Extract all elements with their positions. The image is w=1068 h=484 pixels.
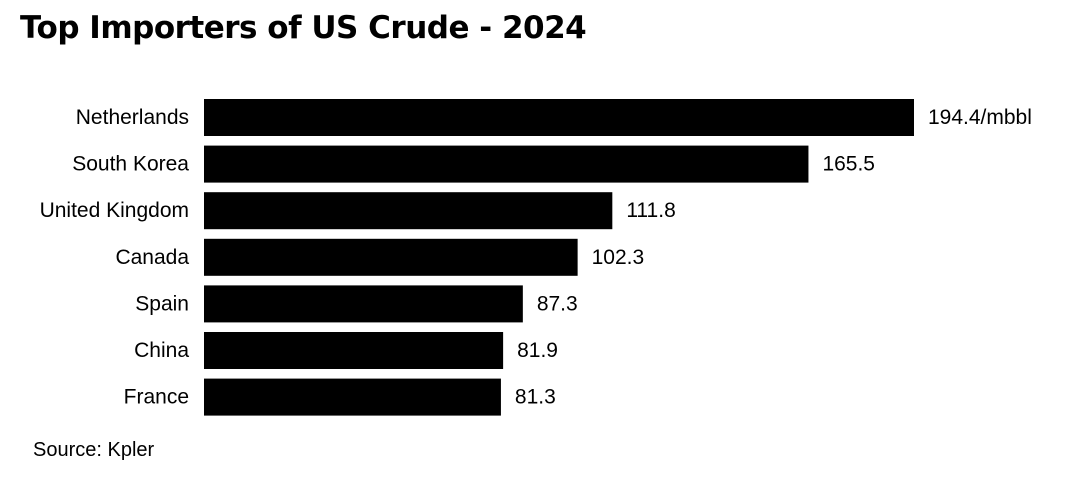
bar-netherlands bbox=[204, 99, 914, 136]
category-label-south-korea: South Korea bbox=[72, 153, 189, 176]
bars-group bbox=[204, 99, 914, 416]
value-label-china: 81.9 bbox=[517, 339, 558, 362]
value-label-netherlands: 194.4/mbbl bbox=[928, 106, 1032, 129]
value-label-france: 81.3 bbox=[515, 386, 556, 409]
value-label-south-korea: 165.5 bbox=[822, 153, 875, 176]
bar-united-kingdom bbox=[204, 192, 613, 230]
bar-france bbox=[204, 378, 501, 416]
bar-canada bbox=[204, 238, 578, 276]
value-label-united-kingdom: 111.8 bbox=[626, 199, 675, 222]
bar-china bbox=[204, 332, 504, 369]
bar-spain bbox=[204, 285, 523, 323]
category-labels-group: Netherlands South Korea United Kingdom Cana… bbox=[40, 106, 190, 409]
category-label-china: China bbox=[134, 339, 189, 362]
category-label-canada: Canada bbox=[115, 246, 189, 269]
value-labels-group: 194.4/mbbl 165.5 111.8 102.3 87.3 81.9 81.3 bbox=[515, 106, 1032, 409]
category-label-united-kingdom: United Kingdom bbox=[40, 199, 189, 222]
value-label-spain: 87.3 bbox=[537, 292, 578, 315]
chart-title: Top Importers of US Crude - 2024 bbox=[20, 10, 587, 46]
category-label-spain: Spain bbox=[135, 292, 189, 315]
category-label-france: France bbox=[124, 386, 189, 409]
value-label-canada: 102.3 bbox=[592, 246, 645, 269]
category-label-netherlands: Netherlands bbox=[76, 106, 189, 129]
bar-south-korea bbox=[204, 145, 809, 183]
source-note: Source: Kpler bbox=[33, 439, 155, 461]
